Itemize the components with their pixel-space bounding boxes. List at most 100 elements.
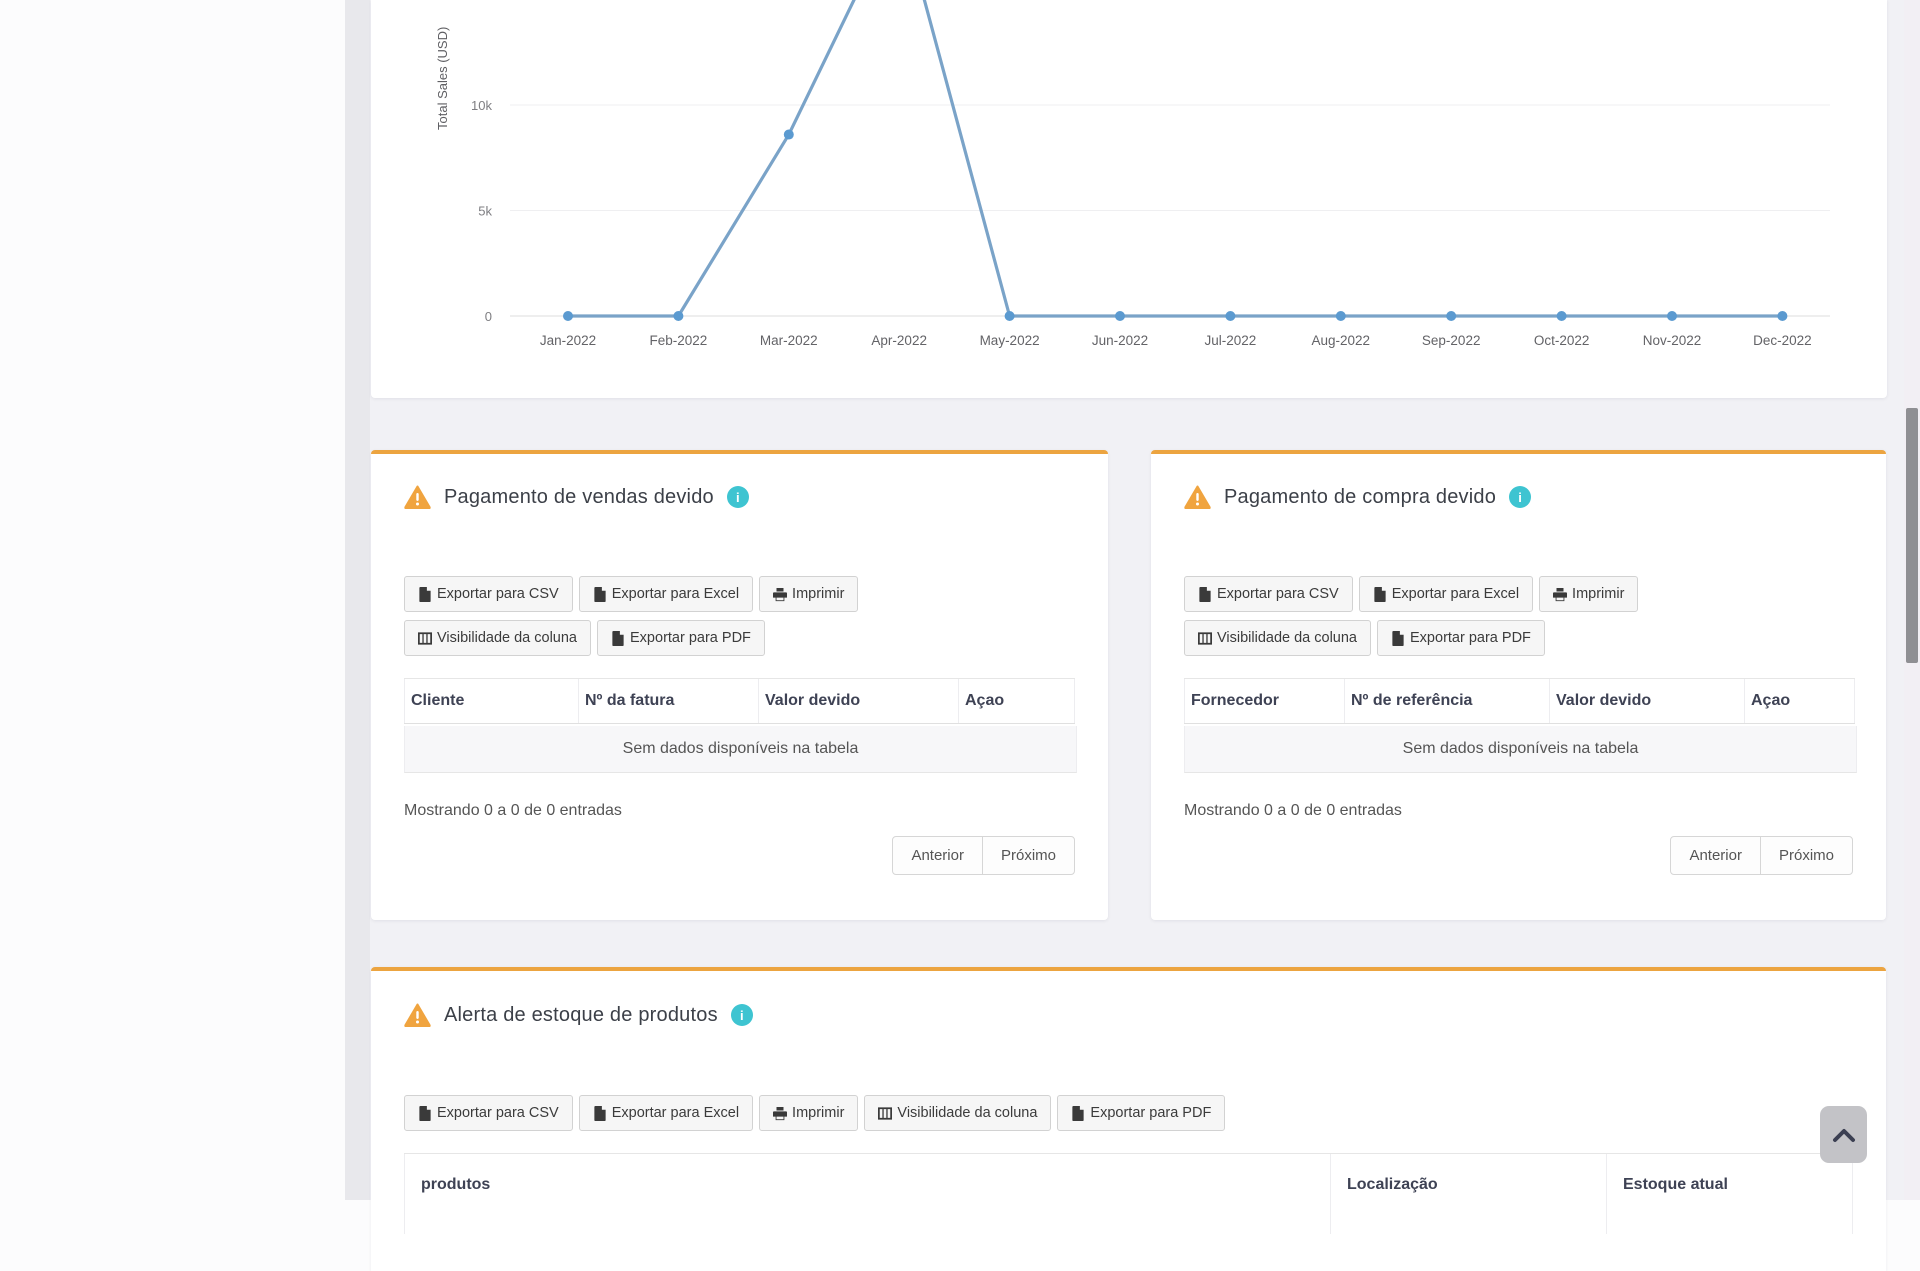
pdf-file-icon <box>1071 1106 1085 1121</box>
column-header-fornecedor[interactable]: Fornecedor <box>1184 679 1344 723</box>
next-page-button[interactable]: Próximo <box>1000 847 1056 864</box>
table-header-row: Fornecedor Nº de referência Valor devido… <box>1184 678 1855 724</box>
print-button[interactable]: Imprimir <box>759 1095 859 1131</box>
svg-text:Jan-2022: Jan-2022 <box>540 333 596 348</box>
button-label: Exportar para CSV <box>437 1105 559 1121</box>
column-header-cliente[interactable]: Cliente <box>404 679 578 723</box>
svg-text:0: 0 <box>485 309 492 324</box>
export-buttons-row: Exportar para CSV Exportar para Excel Im… <box>404 1095 1226 1131</box>
button-label: Visibilidade da coluna <box>437 630 578 646</box>
printer-icon <box>1553 587 1567 602</box>
total-sales-line-chart: 0 5k 10k Jan-2022 Feb-2022 Mar-2022 Apr-2022 Ma… <box>435 0 1830 348</box>
export-csv-button[interactable]: Exportar para CSV <box>404 576 573 612</box>
export-excel-button[interactable]: Exportar para Excel <box>578 1095 754 1131</box>
button-label: Exportar para PDF <box>1090 1105 1212 1121</box>
svg-text:Apr-2022: Apr-2022 <box>871 333 927 348</box>
total-sales-chart-card: 0 5k 10k Jan-2022 Feb-2022 Mar-2022 Apr-2022 Ma… <box>371 0 1887 398</box>
svg-text:Dec-2022: Dec-2022 <box>1753 333 1812 348</box>
product-stock-alert-panel: Alerta de estoque de produtos i Exportar… <box>371 967 1886 1271</box>
svg-text:Sep-2022: Sep-2022 <box>1422 333 1481 348</box>
svg-text:Oct-2022: Oct-2022 <box>1534 333 1590 348</box>
svg-text:May-2022: May-2022 <box>980 333 1040 348</box>
export-buttons-row: Visibilidade da coluna Exportar para PDF <box>1184 620 1545 656</box>
warning-triangle-icon <box>404 485 431 509</box>
panel-header: Pagamento de compra devido i <box>1184 485 1532 509</box>
column-header-valor-devido[interactable]: Valor devido <box>1549 679 1744 723</box>
svg-text:Jun-2022: Jun-2022 <box>1092 333 1148 348</box>
pagination: Anterior Próximo <box>892 836 1075 875</box>
export-pdf-button[interactable]: Exportar para PDF <box>1377 620 1545 656</box>
table-header-row: produtos Localização Estoque atual <box>404 1153 1853 1234</box>
column-header-fatura[interactable]: Nº da fatura <box>578 679 758 723</box>
info-circle-icon[interactable]: i <box>1509 486 1532 508</box>
svg-text:Aug-2022: Aug-2022 <box>1312 333 1371 348</box>
info-circle-icon[interactable]: i <box>730 1004 753 1026</box>
csv-file-icon <box>418 587 432 602</box>
column-header-referencia[interactable]: Nº de referência <box>1344 679 1549 723</box>
pdf-file-icon <box>611 631 625 646</box>
panel-title: Pagamento de vendas devido <box>444 485 714 508</box>
button-label: Exportar para CSV <box>437 586 559 602</box>
warning-triangle-icon <box>404 1003 431 1027</box>
csv-file-icon <box>418 1106 432 1121</box>
column-header-localizacao[interactable]: Localização <box>1330 1154 1606 1234</box>
svg-text:Jul-2022: Jul-2022 <box>1205 333 1257 348</box>
export-excel-button[interactable]: Exportar para Excel <box>1358 576 1534 612</box>
previous-page-button[interactable]: Anterior <box>893 837 983 874</box>
export-pdf-button[interactable]: Exportar para PDF <box>597 620 765 656</box>
sales-payment-due-panel: Pagamento de vendas devido i Exportar pa… <box>371 450 1108 920</box>
button-label: Exportar para PDF <box>630 630 751 646</box>
button-label: Visibilidade da coluna <box>897 1105 1038 1121</box>
warning-triangle-icon <box>1184 485 1211 509</box>
showing-entries-text: Mostrando 0 a 0 de 0 entradas <box>1184 802 1402 819</box>
previous-page-button[interactable]: Anterior <box>1671 837 1761 874</box>
empty-table-message: Sem dados disponíveis na tabela <box>1184 726 1857 773</box>
column-header-acao[interactable]: Açao <box>1744 679 1855 723</box>
column-header-estoque-atual[interactable]: Estoque atual <box>1606 1154 1853 1234</box>
column-visibility-icon <box>1198 631 1212 646</box>
info-circle-icon[interactable]: i <box>726 486 749 508</box>
export-buttons-row: Visibilidade da coluna Exportar para PDF <box>404 620 765 656</box>
next-page-button[interactable]: Próximo <box>1778 847 1834 864</box>
csv-file-icon <box>1198 587 1212 602</box>
button-label: Exportar para CSV <box>1217 586 1339 602</box>
column-header-acao[interactable]: Açao <box>958 679 1075 723</box>
svg-text:Feb-2022: Feb-2022 <box>650 333 708 348</box>
print-button[interactable]: Imprimir <box>759 576 859 612</box>
excel-file-icon <box>593 1106 607 1121</box>
export-csv-button[interactable]: Exportar para CSV <box>404 1095 573 1131</box>
printer-icon <box>773 1106 787 1121</box>
button-label: Exportar para PDF <box>1410 630 1531 646</box>
excel-file-icon <box>1373 587 1387 602</box>
button-label: Imprimir <box>792 586 845 602</box>
chevron-up-icon <box>1832 1128 1855 1142</box>
export-excel-button[interactable]: Exportar para Excel <box>578 576 754 612</box>
svg-text:Nov-2022: Nov-2022 <box>1643 333 1702 348</box>
column-visibility-button[interactable]: Visibilidade da coluna <box>404 620 592 656</box>
page-scrollbar-thumb[interactable] <box>1906 408 1918 663</box>
empty-table-message: Sem dados disponíveis na tabela <box>404 726 1077 773</box>
sidebar-gutter <box>345 0 370 1200</box>
panel-title: Pagamento de compra devido <box>1224 485 1497 508</box>
export-buttons-row: Exportar para CSV Exportar para Excel Im… <box>1184 576 1639 612</box>
button-label: Exportar para Excel <box>611 1105 740 1121</box>
purchase-payment-due-panel: Pagamento de compra devido i Exportar pa… <box>1151 450 1886 920</box>
dashboard-page: { "chart_data": { "type": "line", "title… <box>345 0 1920 1234</box>
printer-icon <box>773 587 787 602</box>
column-visibility-icon <box>418 631 432 646</box>
svg-text:Total Sales (USD): Total Sales (USD) <box>435 27 450 130</box>
print-button[interactable]: Imprimir <box>1539 576 1639 612</box>
export-pdf-button[interactable]: Exportar para PDF <box>1057 1095 1226 1131</box>
column-header-valor-devido[interactable]: Valor devido <box>758 679 958 723</box>
column-visibility-button[interactable]: Visibilidade da coluna <box>864 1095 1052 1131</box>
export-buttons-row: Exportar para CSV Exportar para Excel Im… <box>404 576 859 612</box>
column-visibility-button[interactable]: Visibilidade da coluna <box>1184 620 1372 656</box>
scroll-to-top-button[interactable] <box>1820 1106 1867 1163</box>
table-header-row: Cliente Nº da fatura Valor devido Açao <box>404 678 1075 724</box>
showing-entries-text: Mostrando 0 a 0 de 0 entradas <box>404 802 622 819</box>
button-label: Visibilidade da coluna <box>1217 630 1358 646</box>
column-header-produtos[interactable]: produtos <box>404 1154 1330 1234</box>
pdf-file-icon <box>1391 631 1405 646</box>
export-csv-button[interactable]: Exportar para CSV <box>1184 576 1353 612</box>
panel-header: Alerta de estoque de produtos i <box>404 1003 753 1027</box>
